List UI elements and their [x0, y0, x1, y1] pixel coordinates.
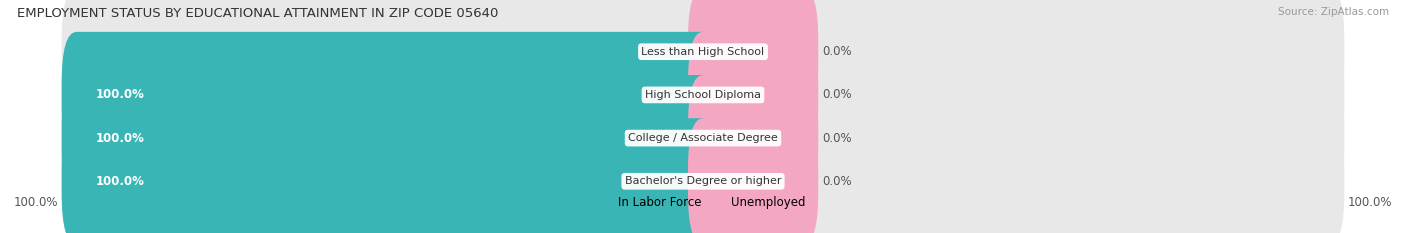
- Text: 100.0%: 100.0%: [96, 175, 145, 188]
- Text: Less than High School: Less than High School: [641, 47, 765, 57]
- FancyBboxPatch shape: [62, 118, 718, 233]
- Text: Source: ZipAtlas.com: Source: ZipAtlas.com: [1278, 7, 1389, 17]
- Text: 0.0%: 0.0%: [823, 175, 852, 188]
- Text: EMPLOYMENT STATUS BY EDUCATIONAL ATTAINMENT IN ZIP CODE 05640: EMPLOYMENT STATUS BY EDUCATIONAL ATTAINM…: [17, 7, 498, 20]
- Text: 100.0%: 100.0%: [1347, 195, 1392, 209]
- FancyBboxPatch shape: [62, 75, 1344, 201]
- FancyBboxPatch shape: [688, 0, 818, 115]
- Text: 0.0%: 0.0%: [661, 45, 690, 58]
- Text: 0.0%: 0.0%: [823, 132, 852, 145]
- FancyBboxPatch shape: [62, 32, 718, 158]
- Text: Bachelor's Degree or higher: Bachelor's Degree or higher: [624, 176, 782, 186]
- Legend: In Labor Force, Unemployed: In Labor Force, Unemployed: [596, 191, 810, 213]
- FancyBboxPatch shape: [688, 118, 818, 233]
- FancyBboxPatch shape: [62, 75, 718, 201]
- Text: 0.0%: 0.0%: [823, 88, 852, 101]
- FancyBboxPatch shape: [62, 0, 1344, 115]
- Text: High School Diploma: High School Diploma: [645, 90, 761, 100]
- FancyBboxPatch shape: [62, 118, 1344, 233]
- Text: 100.0%: 100.0%: [96, 88, 145, 101]
- Text: 0.0%: 0.0%: [823, 45, 852, 58]
- Text: 100.0%: 100.0%: [96, 132, 145, 145]
- Text: 100.0%: 100.0%: [14, 195, 59, 209]
- Text: College / Associate Degree: College / Associate Degree: [628, 133, 778, 143]
- FancyBboxPatch shape: [688, 32, 818, 158]
- FancyBboxPatch shape: [62, 32, 1344, 158]
- FancyBboxPatch shape: [688, 75, 818, 201]
